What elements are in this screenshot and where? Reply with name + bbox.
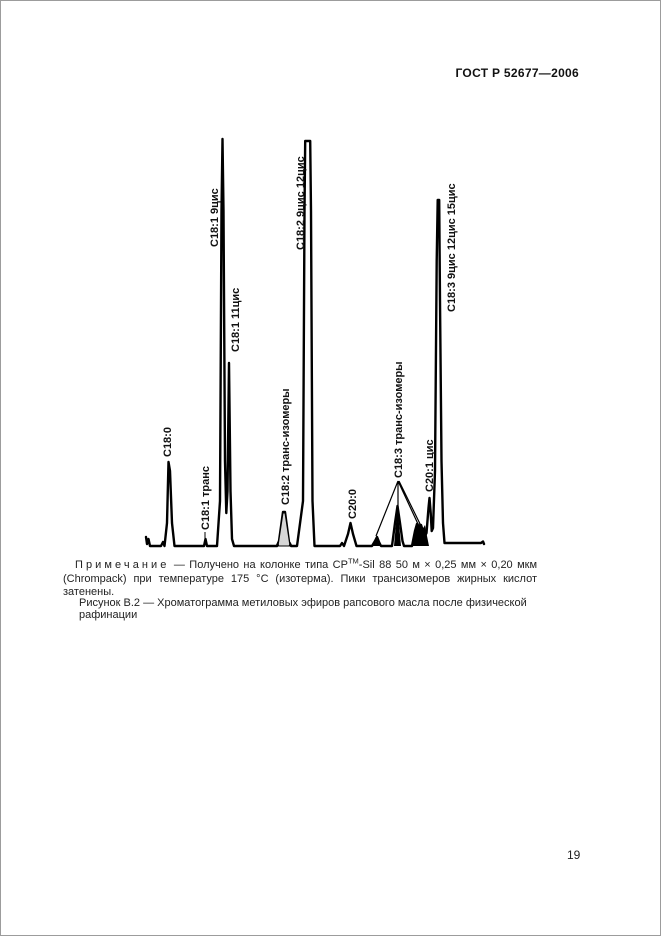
note-body-pre: — Получено на колонке типа CP [173,559,348,571]
note-body-post: -Sil 88 50 м × 0,25 мм × 0,20 мкм (Chrom… [63,559,538,598]
chromatogram-figure: C18:0 C18:1 транс C18:1 9цис C18:1 11цис… [144,137,486,548]
figure-caption: Рисунок В.2 — Хроматограмма метиловых эф… [79,597,527,621]
peak-label-c20-1-cis: C20:1 цис [424,439,436,492]
shaded-trans-peak-c18-3b [394,506,401,546]
note-superscript: TM [347,556,359,566]
shaded-trans-peak-c18-2 [277,512,291,547]
peak-label-c18-1-11cis: C18:1 11цис [230,288,242,352]
peak-label-c18-3-trans: C18:3 транс-изомеры [393,361,405,478]
document-header: ГОСТ Р 52677—2006 [455,66,579,80]
chromatogram-trace [144,137,486,548]
peak-label-c18-2-trans: C18:2 транс-изомеры [280,388,292,505]
base-bump [288,542,293,546]
shaded-trans-peak-c18-3a [373,537,381,546]
note-label: Примечание [75,559,170,571]
peak-label-c18-1-trans: C18:1 транс [200,466,212,530]
figure-note: Примечание — Получено на колонке типа CP… [63,556,538,600]
peak-label-c18-3-9-12-15cis: C18:3 9цис 12цис 15цис [446,183,458,312]
page-number: 19 [567,848,581,862]
base-bump [275,542,280,546]
peak-label-c18-0: C18:0 [162,427,174,457]
peak-label-c18-1-9cis: C18:1 9цис [209,188,221,247]
leader-lines-c18-3-trans [375,480,425,537]
peak-label-c20-0: C20:0 [347,489,359,519]
shaded-trans-peak-c18-3c [412,523,429,546]
peak-label-c18-2-9cis-12cis: C18:2 9цис 12цис [295,156,307,250]
